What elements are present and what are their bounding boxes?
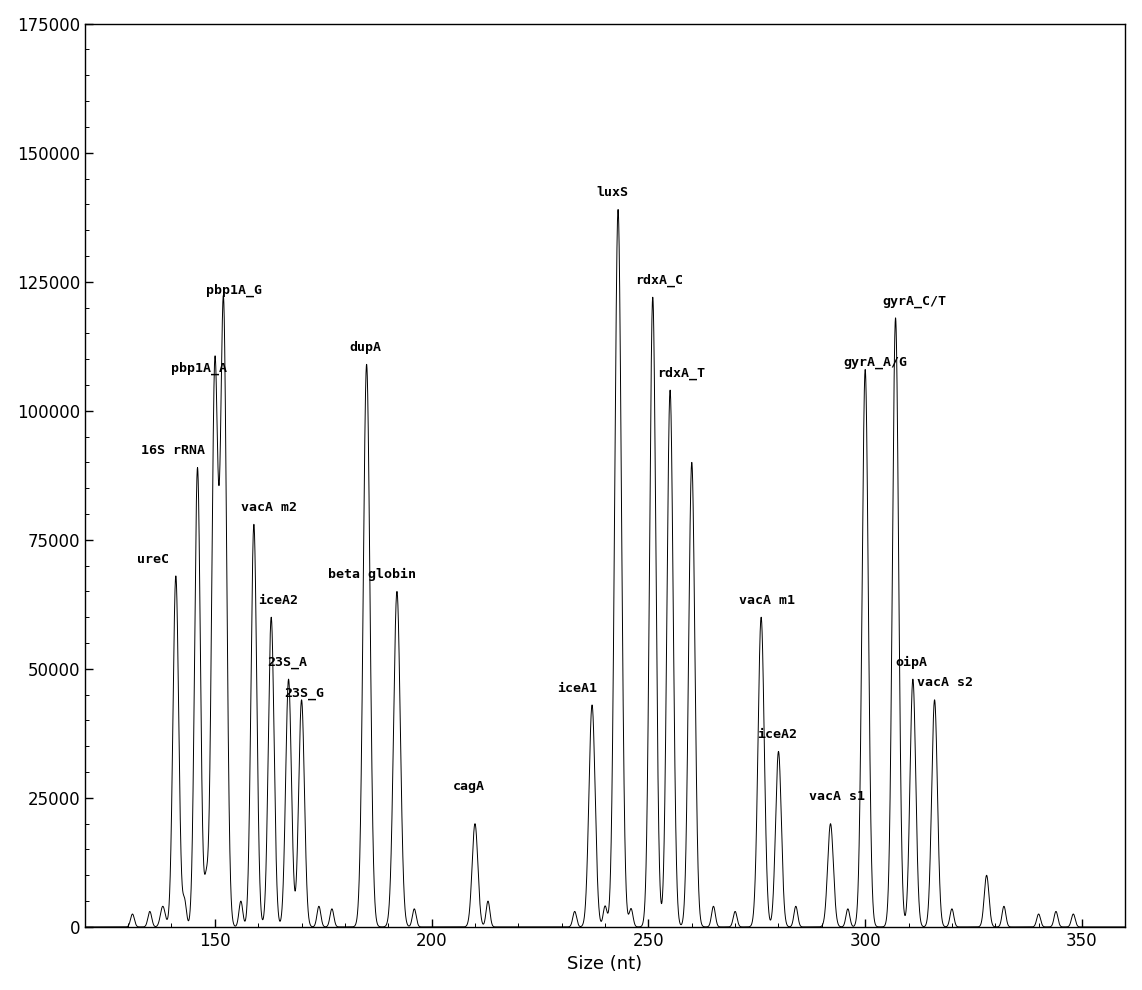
Text: cagA: cagA — [453, 780, 485, 793]
Text: vacA m2: vacA m2 — [241, 501, 297, 514]
Text: vacA s1: vacA s1 — [809, 790, 864, 803]
Text: pbp1A_A: pbp1A_A — [171, 361, 227, 374]
Text: ureC: ureC — [137, 552, 169, 565]
Text: pbp1A_G: pbp1A_G — [207, 284, 263, 297]
Text: 23S_G: 23S_G — [284, 687, 324, 700]
Text: gyrA_A/G: gyrA_A/G — [844, 356, 908, 369]
Text: rdxA_C: rdxA_C — [635, 273, 683, 287]
Text: luxS: luxS — [596, 186, 628, 199]
Text: iceA2: iceA2 — [258, 594, 298, 607]
Text: vacA m1: vacA m1 — [740, 594, 796, 607]
Text: 23S_A: 23S_A — [267, 655, 307, 669]
Text: iceA2: iceA2 — [757, 728, 797, 742]
Text: dupA: dupA — [349, 341, 381, 354]
Text: beta globin: beta globin — [328, 568, 416, 581]
Text: gyrA_C/T: gyrA_C/T — [883, 295, 947, 308]
Text: iceA1: iceA1 — [557, 682, 597, 695]
X-axis label: Size (nt): Size (nt) — [568, 955, 643, 973]
Text: vacA s2: vacA s2 — [917, 676, 973, 689]
Text: oipA: oipA — [895, 655, 927, 669]
Text: 16S rRNA: 16S rRNA — [142, 445, 206, 457]
Text: rdxA_T: rdxA_T — [657, 366, 705, 380]
